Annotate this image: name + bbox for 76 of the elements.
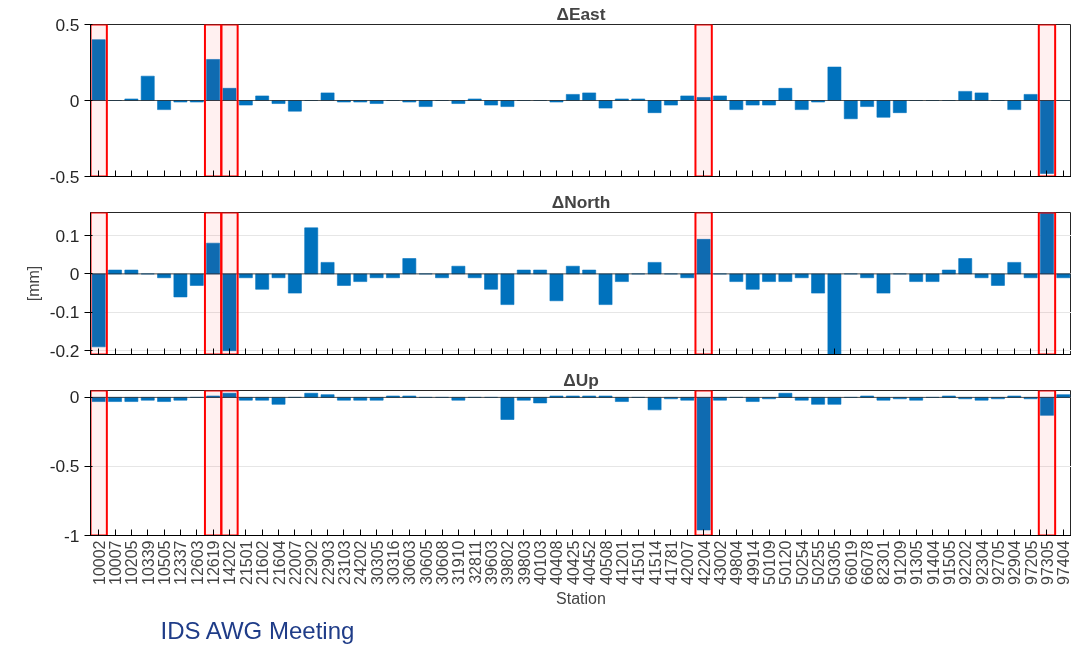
x-tick-label: 30605 xyxy=(417,540,435,585)
y-tick-label: -0.5 xyxy=(49,456,80,477)
y-tick-label: 0.1 xyxy=(55,225,80,246)
x-tick-label: 49914 xyxy=(744,540,762,585)
x-tick-label: 21604 xyxy=(270,540,288,585)
x-tick-label: 22902 xyxy=(303,540,321,585)
x-tick-label: 31910 xyxy=(450,540,468,585)
x-axis-title: Station xyxy=(556,589,606,607)
x-tick-label: 97205 xyxy=(1022,540,1040,585)
x-tick-label: 23103 xyxy=(335,540,353,585)
x-tick-label: 50254 xyxy=(793,540,811,585)
x-tick-label: 50255 xyxy=(810,540,828,585)
x-tick-label: 91305 xyxy=(908,540,926,585)
x-tick-label: 39802 xyxy=(499,540,517,585)
x-tick-label: 40452 xyxy=(581,540,599,585)
x-tick-label: 92904 xyxy=(1006,540,1024,585)
x-tick-label: 91209 xyxy=(891,540,909,585)
x-tick-label: 21501 xyxy=(237,540,255,585)
x-tick-label: 30608 xyxy=(434,540,452,585)
x-tick-label: 91505 xyxy=(940,540,958,585)
x-tick-label: 66019 xyxy=(842,540,860,585)
x-tick-label: 30305 xyxy=(368,540,386,585)
x-tick-label: 40103 xyxy=(532,540,550,585)
x-tick-label: 97305 xyxy=(1038,540,1056,585)
y-axis-title: [mm] xyxy=(24,265,42,302)
x-tick-label: 92304 xyxy=(973,540,991,585)
y-tick-label: 0 xyxy=(69,387,80,408)
x-tick-label: 12619 xyxy=(205,540,223,585)
x-tick-label: 82301 xyxy=(875,540,893,585)
x-tick-label: 22903 xyxy=(319,540,337,585)
x-tick-label: 43002 xyxy=(711,540,729,585)
chart-title: ΔEast xyxy=(556,3,606,24)
x-tick-label: 39803 xyxy=(515,540,533,585)
x-tick-label: 12603 xyxy=(188,540,206,585)
x-tick-label: 30603 xyxy=(401,540,419,585)
x-tick-label: 10007 xyxy=(107,540,125,585)
x-tick-label: 10002 xyxy=(90,540,108,585)
x-tick-label: 21602 xyxy=(254,540,272,585)
x-tick-label: 49804 xyxy=(728,540,746,585)
chart-title: ΔNorth xyxy=(551,191,611,212)
x-tick-label: 92202 xyxy=(957,540,975,585)
y-tick-label: 0 xyxy=(69,263,80,284)
x-tick-label: 40508 xyxy=(597,540,615,585)
x-tick-label: 50109 xyxy=(761,540,779,585)
y-tick-label: 0.5 xyxy=(55,14,80,35)
x-tick-label: 10505 xyxy=(156,540,174,585)
x-tick-label: 12337 xyxy=(172,540,190,585)
x-tick-label: 41501 xyxy=(630,540,648,585)
x-tick-label: 40425 xyxy=(564,540,582,585)
x-tick-label: 39603 xyxy=(483,540,501,585)
x-tick-label: 41781 xyxy=(662,540,680,585)
x-tick-label: 10339 xyxy=(139,540,157,585)
x-tick-label: 40408 xyxy=(548,540,566,585)
x-tick-label: 66078 xyxy=(859,540,877,585)
y-tick-label: 0 xyxy=(69,90,80,111)
x-tick-label: 50120 xyxy=(777,540,795,585)
x-tick-label: 22007 xyxy=(286,540,304,585)
x-tick-label: 14202 xyxy=(221,540,239,585)
x-tick-label: 91404 xyxy=(924,540,942,585)
y-tick-label: -0.2 xyxy=(49,340,80,361)
x-tick-label: 41201 xyxy=(613,540,631,585)
y-tick-label: -0.1 xyxy=(49,302,80,323)
y-tick-label: -1 xyxy=(64,525,80,546)
text: IDS AWG Meeting xyxy=(160,616,355,644)
x-tick-label: 41514 xyxy=(646,540,664,585)
x-tick-label: 42204 xyxy=(695,540,713,585)
x-tick-label: 30316 xyxy=(384,540,402,585)
y-tick-label: -0.5 xyxy=(49,166,80,187)
x-tick-label: 24202 xyxy=(352,540,370,585)
chart-title: ΔUp xyxy=(563,369,599,390)
x-tick-label: 50305 xyxy=(826,540,844,585)
x-tick-label: 32811 xyxy=(466,540,484,584)
x-tick-label: 92705 xyxy=(989,540,1007,585)
x-tick-label: 42007 xyxy=(679,540,697,585)
x-tick-label: 97404 xyxy=(1055,540,1071,585)
x-tick-label: 10205 xyxy=(123,540,141,585)
